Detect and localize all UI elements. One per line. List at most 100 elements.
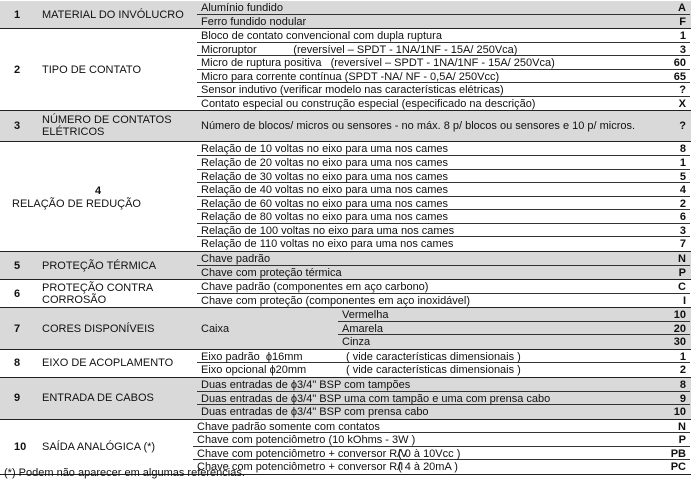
section-8: 8 EIXO DE ACOPLAMENTO Eixo padrão ϕ16mm ( v… [0,350,691,378]
footnote: (*) Podem não aparecer em algumas refere… [4,467,245,479]
row-description: Chave padrão somente com contatos [197,420,380,433]
table-row: Ferro fundido nodular F [197,15,690,29]
table-row: Chave com proteção (componentes em aço i… [197,294,690,308]
row-description: Duas entradas de ϕ3/4" BSP com prensa ca… [201,406,429,419]
table-row: Relação de 100 voltas no eixo para uma n… [197,224,690,238]
row-code: 30 [673,336,686,349]
row-code: 2 [679,197,686,210]
section-label: CORES DISPONÍVEIS [42,322,155,335]
row-description: Chave padrão (componentes em aço carbono… [201,281,429,294]
row-code: 1 [679,30,686,43]
row-description: Duas entradas de ϕ3/4" BSP com tampões [201,379,411,391]
section-number: 7 [14,322,21,335]
table-row: Relação de 60 voltas no eixo para uma no… [197,197,690,211]
section-10: 10 SAÍDA ANALÓGICA (*) Chave padrão soment… [0,420,691,475]
row-code: 7 [679,238,686,251]
row-description: Relação de 20 voltas no eixo para uma no… [201,157,449,170]
table-row: Duas entradas de ϕ3/4" BSP com tampões 8 [197,378,690,392]
row-description: Micro para corrente contínua (SPDT -NA/ … [201,70,500,83]
row-description: Chave com proteção térmica [201,266,342,279]
table-row: Micro para corrente contínua (SPDT -NA/ … [197,70,690,84]
section-number: 4 [95,184,102,197]
row-description: Chave com proteção (componentes em aço i… [201,294,471,307]
section-2: 2 TIPO DE CONTATO Bloco de contato convenc… [0,29,691,112]
table-row: Relação de 10 voltas no eixo para uma no… [197,142,690,157]
row-range: ( 0 à 10Vcc ) [398,447,461,460]
section-7: 7 CORES DISPONÍVEIS Vermelha 10 Amarela 20 Cin… [0,308,691,350]
table-row: Chave com potenciômetro + conversor R/V(… [193,447,690,461]
row-code: 60 [673,57,686,70]
row-description: Eixo padrão ϕ16mm [201,350,303,363]
section-number: 2 [14,63,21,76]
row-code: 1 [679,157,686,170]
row-description: Eixo opcional ϕ20mm [201,364,307,377]
section-number: 5 [14,259,21,272]
row-note: ( vide características dimensionais ) [346,364,521,377]
row-code: X [678,97,686,110]
row-code: I [682,294,686,307]
row-code: 1 [679,350,686,363]
row-description: Microruptor (reversível – SPDT - 1NA/1NF… [201,43,518,56]
section-label: MATERIAL DO INVÓLUCRO [42,8,184,21]
row-description: Relação de 100 voltas no eixo para uma n… [201,224,455,237]
table-row: Vermelha 10 [338,308,690,322]
section-label: NÚMERO DE CONTATOS ELÉTRICOS [42,114,172,139]
table-row: Chave com potenciômetro (10 kOhms - 3W )… [193,433,690,447]
row-code: 9 [679,392,686,405]
section-9: 9 ENTRADA DE CABOS Duas entradas de ϕ3/4" … [0,378,691,420]
table-row: Chave padrão (componentes em aço carbono… [197,280,690,294]
row-description: Relação de 60 voltas no eixo para uma no… [201,197,449,210]
table-row: Chave com proteção térmica P [197,266,690,280]
row-code: 4 [679,184,686,197]
table-row: Sensor indutivo (verificar modelo nas ca… [197,83,690,97]
row-code: PC [670,461,686,474]
row-code: 10 [673,309,686,322]
row-code: 8 [679,379,686,391]
row-description: Sensor indutivo (verificar modelo nas ca… [201,84,504,97]
section-3: 3 NÚMERO DE CONTATOS ELÉTRICOS Número de b… [0,111,691,143]
section-6: 6 PROTEÇÃO CONTRA CORROSÃO Chave padrão (c… [0,280,691,309]
table-row: Cinza 30 [338,335,690,349]
row-description: Relação de 10 voltas no eixo para uma no… [201,143,449,156]
section-number: 1 [14,8,21,21]
row-description: Alumínio fundido [201,2,283,14]
row-description: Contato especial ou construção especial … [201,97,536,110]
section-label: SAÍDA ANALÓGICA (*) [42,440,156,453]
table-row: Chave padrão somente com contatos N [193,420,690,434]
table-row: Duas entradas de ϕ3/4" BSP uma com tampã… [197,392,690,406]
section-label: ENTRADA DE CABOS [42,392,154,405]
row-code: N [678,252,686,265]
table-row: Micro de ruptura positiva (reversível – … [197,56,690,70]
row-code: A [678,2,686,14]
row-description: Duas entradas de ϕ3/4" BSP uma com tampã… [201,392,551,405]
table-row: Chave com potenciômetro + conversor R/I(… [193,460,690,474]
row-description: Número de blocos/ micros ou sensores - n… [201,120,636,133]
row-code: ? [679,120,686,133]
row-description: Cinza [342,336,371,349]
table-row: Relação de 40 voltas no eixo para uma no… [197,183,690,197]
section-number: 9 [14,392,21,405]
row-code: 3 [679,43,686,56]
row-code: 20 [673,322,686,335]
table-row: Microruptor (reversível – SPDT - 1NA/1NF… [197,43,690,57]
row-description: Vermelha [342,309,389,322]
row-code: 3 [679,224,686,237]
table-row: Relação de 110 voltas no eixo para uma n… [197,237,690,251]
table-row: Chave padrão N [197,252,690,266]
row-description: Micro de ruptura positiva (reversível – … [201,57,555,70]
row-description: Chave com potenciômetro + conversor R/I [197,461,404,474]
table-row: Relação de 30 voltas no eixo para uma no… [197,170,690,184]
row-code: 10 [673,406,686,419]
section-label: TIPO DE CONTATO [42,63,142,76]
section-5: 5 PROTEÇÃO TÉRMICA Chave padrão N Chave com … [0,251,691,281]
row-code: PB [670,447,686,460]
row-description: Chave com potenciômetro + conversor R/V [197,447,408,460]
table-row: Relação de 80 voltas no eixo para uma no… [197,210,690,224]
row-code: 5 [679,170,686,183]
row-description: Ferro fundido nodular [201,15,307,28]
table-row: Número de blocos/ micros ou sensores - n… [197,111,690,141]
row-code: ? [679,84,686,97]
row-description: Amarela [342,322,383,335]
row-code: 6 [679,211,686,224]
row-code: P [678,434,686,447]
